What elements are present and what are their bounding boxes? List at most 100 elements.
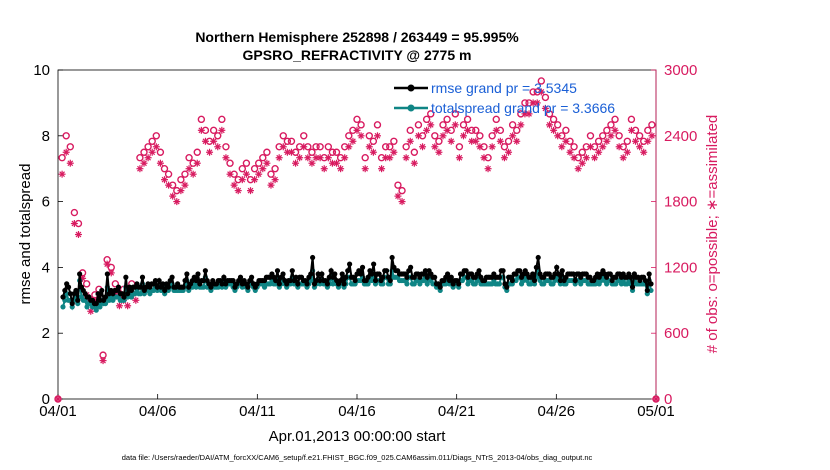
obs-assimilated-marker: [70, 220, 78, 228]
rmse-point: [93, 300, 99, 307]
obs-assimilated-marker: [103, 260, 111, 268]
obs-possible-marker: [635, 132, 644, 140]
obs-possible-marker: [177, 175, 185, 184]
x-axis-label: Apr.01,2013 00:00:00 start: [269, 428, 447, 445]
obs-assimilated-marker: [136, 165, 144, 173]
obs-assimilated-marker: [320, 165, 328, 173]
obs-possible-marker: [82, 280, 91, 288]
obs-assimilated-marker: [275, 154, 283, 162]
rmse-point: [628, 274, 634, 280]
rmse-point: [326, 274, 332, 280]
obs-possible-marker: [463, 115, 472, 124]
obs-possible-marker: [181, 170, 189, 178]
obs-assimilated-marker: [173, 198, 181, 206]
obs-assimilated-marker: [484, 165, 492, 173]
obs-possible-marker: [545, 110, 554, 118]
rmse-point: [531, 277, 538, 284]
rmse-point: [554, 264, 560, 270]
obs-possible-marker: [111, 280, 120, 288]
obs-assimilated-marker: [447, 137, 455, 145]
left-tick-label: 6: [42, 194, 50, 211]
rmse-point: [104, 271, 110, 277]
rmse-point: [358, 271, 364, 277]
obs-assimilated-marker: [259, 165, 267, 173]
obs-assimilated-marker: [185, 165, 193, 173]
right-tick-label: 600: [664, 325, 689, 342]
rmse-point: [535, 254, 541, 261]
rmse-point: [304, 281, 310, 287]
rmse-point: [154, 284, 160, 290]
obs-assimilated-marker: [279, 143, 287, 151]
obs-assimilated-marker: [627, 126, 635, 134]
right-tick-label: 1200: [664, 259, 697, 276]
obs-count-series: [54, 77, 660, 403]
totalspread-point: [60, 304, 66, 310]
obs-assimilated-marker: [410, 159, 418, 167]
obs-possible-marker: [410, 148, 419, 156]
totalspread-point: [93, 307, 99, 313]
obs-assimilated-marker: [652, 395, 660, 403]
legend: rmse grand pr = 3.5345 totalspread grand…: [394, 80, 615, 116]
rmse-point: [97, 297, 103, 303]
rmse-point: [295, 281, 301, 287]
legend-rmse-marker: [407, 84, 415, 92]
rmse-point: [552, 271, 558, 277]
obs-possible-marker: [394, 181, 402, 189]
legend-spread-label: totalspread grand pr = 3.3666: [431, 100, 615, 116]
rmse-point: [62, 287, 68, 294]
obs-assimilated-marker: [353, 126, 361, 134]
left-tick-label: 2: [42, 325, 50, 342]
rmse-point: [245, 284, 251, 290]
rmse-point: [180, 284, 186, 290]
rmse-point: [376, 271, 382, 277]
obs-possible-marker: [562, 126, 570, 135]
obs-possible-marker: [570, 143, 578, 151]
rmse-point: [169, 274, 175, 280]
obs-assimilated-marker: [398, 198, 406, 206]
obs-assimilated-marker: [394, 192, 402, 200]
obs-possible-marker: [521, 99, 529, 107]
obs-assimilated-marker: [160, 176, 168, 184]
obs-assimilated-marker: [222, 154, 230, 162]
obs-assimilated-marker: [247, 187, 255, 195]
obs-assimilated-marker: [333, 159, 341, 167]
rmse-point: [317, 277, 323, 284]
x-tick-label: 04/26: [538, 403, 576, 420]
obs-assimilated-marker: [373, 132, 381, 140]
obs-possible-marker: [279, 132, 287, 140]
obs-assimilated-marker: [365, 143, 373, 151]
obs-assimilated-marker: [234, 187, 242, 195]
rmse-point: [65, 284, 72, 290]
obs-possible-marker: [599, 132, 607, 140]
rmse-point: [496, 274, 502, 280]
obs-assimilated-marker: [58, 170, 66, 178]
obs-assimilated-marker: [554, 132, 562, 140]
rmse-point: [289, 268, 295, 274]
rmse-point: [324, 281, 331, 287]
obs-assimilated-marker: [99, 357, 107, 365]
obs-assimilated-marker: [214, 143, 222, 151]
x-axis: 04/01 04/06 04/11 04/16 04/21 04/26 05/01: [39, 394, 675, 420]
obs-possible-marker: [242, 159, 251, 167]
obs-assimilated-marker: [242, 170, 250, 178]
rmse-point: [359, 264, 366, 270]
obs-possible-marker: [513, 126, 521, 135]
obs-assimilated-marker: [451, 121, 459, 129]
rmse-point: [517, 268, 523, 274]
rmse-point: [139, 274, 146, 280]
rmse-series: [60, 254, 654, 307]
obs-assimilated-marker: [632, 137, 640, 145]
obs-assimilated-marker: [644, 137, 652, 145]
obs-possible-marker: [541, 93, 550, 102]
obs-possible-marker: [160, 164, 169, 173]
rmse-point: [123, 274, 129, 280]
rmse-point: [293, 274, 299, 280]
rmse-point: [125, 291, 131, 297]
rmse-point: [313, 277, 319, 284]
obs-assimilated-marker: [595, 148, 603, 156]
totalspread-point: [496, 281, 502, 287]
obs-possible-marker: [226, 159, 234, 167]
obs-assimilated-marker: [541, 104, 549, 112]
obs-assimilated-marker: [255, 170, 263, 178]
rmse-point: [69, 300, 75, 307]
